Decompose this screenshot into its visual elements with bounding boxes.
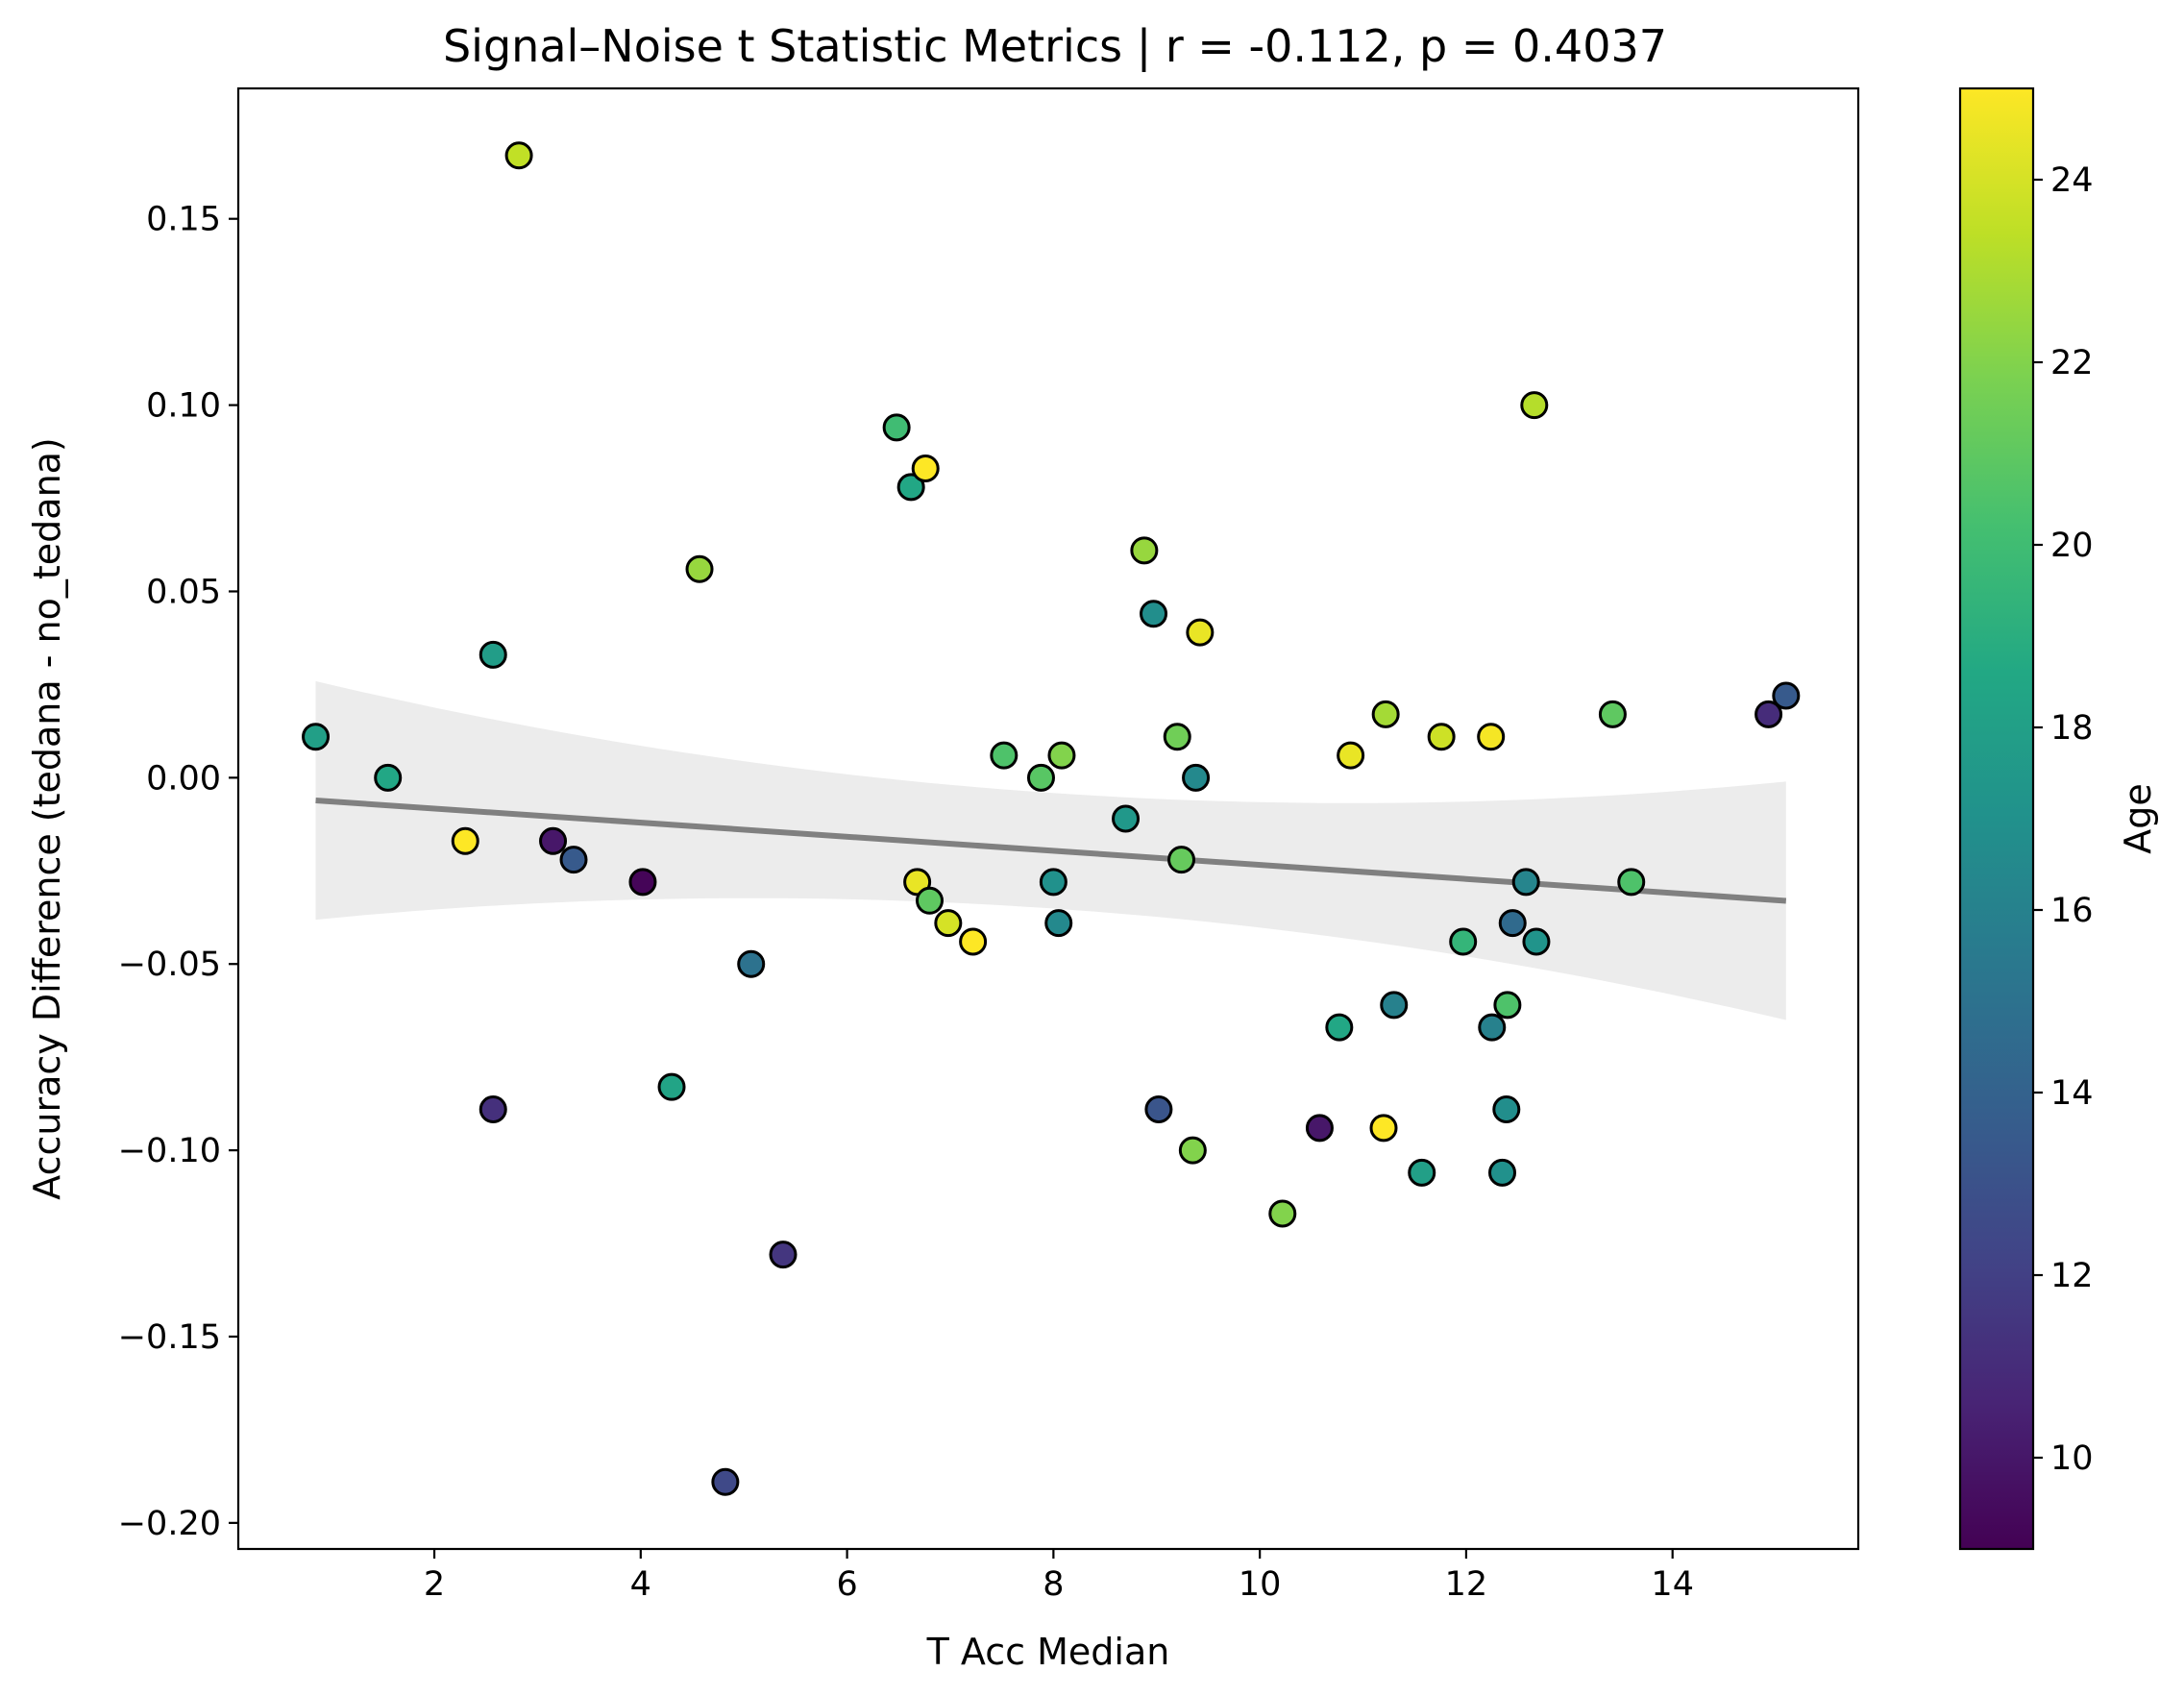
- colorbar-tick-label: 12: [2050, 1257, 2094, 1295]
- data-point: [882, 413, 911, 442]
- data-point: [1520, 391, 1549, 420]
- colorbar-tick-label: 16: [2050, 892, 2094, 930]
- data-point: [1380, 991, 1409, 1020]
- data-point: [1112, 804, 1141, 833]
- data-point: [1026, 763, 1055, 792]
- x-tick-label: 8: [1043, 1565, 1064, 1604]
- chart-title: Signal–Noise t Statistic Metrics | r = -…: [443, 20, 1667, 73]
- data-point: [1478, 1013, 1507, 1042]
- data-point: [559, 846, 588, 874]
- data-point: [1167, 846, 1196, 874]
- colorbar-frame: [1958, 86, 2035, 1551]
- colorbar-tick-label: 22: [2050, 344, 2094, 382]
- data-point: [1522, 927, 1551, 956]
- data-point: [1186, 618, 1215, 647]
- colorbar-ticks: 10 12 14 16 18 20 22 24: [2033, 161, 2094, 1478]
- data-point: [1617, 868, 1646, 897]
- y-tick-label: 0.15: [146, 201, 221, 239]
- data-point: [896, 473, 925, 502]
- data-point: [539, 826, 568, 855]
- data-point: [1182, 763, 1211, 792]
- y-tick-label: −0.05: [118, 946, 221, 984]
- data-point: [479, 640, 507, 669]
- colorbar-tick-label: 14: [2050, 1074, 2094, 1113]
- data-point: [1305, 1114, 1334, 1143]
- data-point: [1449, 927, 1478, 956]
- colorbar-tick-label: 24: [2050, 161, 2094, 200]
- x-axis: 2 4 6 8 10 12 14: [424, 1549, 1694, 1604]
- data-point: [685, 554, 714, 583]
- x-tick-label: 14: [1651, 1565, 1694, 1604]
- data-point: [990, 741, 1018, 770]
- data-point: [1130, 536, 1159, 565]
- data-point: [657, 1072, 686, 1101]
- y-tick-label: −0.10: [118, 1132, 221, 1170]
- data-point: [1598, 700, 1627, 728]
- data-point: [1144, 1094, 1173, 1123]
- data-point: [628, 868, 657, 897]
- data-point: [1044, 909, 1073, 938]
- x-tick-label: 10: [1239, 1565, 1282, 1604]
- colorbar-tick-label: 20: [2050, 527, 2094, 565]
- y-tick-label: −0.20: [118, 1505, 221, 1543]
- data-point: [737, 949, 766, 978]
- colorbar-tick-label: 18: [2050, 709, 2094, 748]
- data-point: [374, 763, 403, 792]
- y-tick-label: 0.05: [146, 573, 221, 611]
- data-point: [959, 927, 988, 956]
- y-tick-label: −0.15: [118, 1318, 221, 1357]
- regression-line: [315, 798, 1787, 904]
- data-point: [1369, 1114, 1398, 1143]
- data-point: [1511, 868, 1540, 897]
- data-point: [1492, 1094, 1521, 1123]
- data-point: [451, 826, 479, 855]
- y-tick-label: 0.00: [146, 759, 221, 798]
- data-point: [1772, 681, 1801, 710]
- colorbar: 10 12 14 16 18 20 22 24 Age: [1958, 86, 2159, 1551]
- data-point: [1047, 741, 1076, 770]
- data-points: [302, 141, 1801, 1496]
- data-point: [1325, 1013, 1354, 1042]
- data-point: [1039, 868, 1067, 897]
- data-point: [479, 1094, 507, 1123]
- data-point: [1371, 700, 1400, 728]
- data-point: [1178, 1136, 1207, 1165]
- colorbar-label: Age: [2117, 783, 2159, 854]
- data-point: [934, 909, 963, 938]
- data-point: [1427, 723, 1456, 751]
- x-axis-label: T Acc Median: [926, 1631, 1170, 1673]
- data-point: [1268, 1199, 1297, 1228]
- plot-frame: [236, 86, 1860, 1551]
- y-axis: −0.20 −0.15 −0.10 −0.05 0.00 0.05 0.10 0.15: [118, 201, 238, 1543]
- x-tick-label: 12: [1445, 1565, 1488, 1604]
- data-point: [911, 455, 940, 483]
- data-point: [1337, 741, 1365, 770]
- y-axis-label: Accuracy Difference (tedana - no_tedana): [26, 437, 68, 1200]
- y-tick-label: 0.10: [146, 387, 221, 426]
- data-point: [1755, 700, 1783, 728]
- plot-area: [236, 86, 1860, 1551]
- data-point: [504, 141, 533, 170]
- data-point: [1498, 909, 1527, 938]
- data-point: [1163, 723, 1191, 751]
- data-point: [1408, 1158, 1436, 1187]
- data-point: [1493, 991, 1522, 1020]
- data-point: [769, 1241, 798, 1269]
- data-point: [302, 723, 331, 751]
- data-point: [1488, 1158, 1517, 1187]
- x-tick-label: 6: [836, 1565, 857, 1604]
- data-point: [711, 1467, 740, 1496]
- colorbar-tick-label: 10: [2050, 1439, 2094, 1478]
- data-point: [916, 886, 945, 915]
- x-tick-label: 4: [630, 1565, 651, 1604]
- colorbar-gradient: [1960, 88, 2033, 1549]
- data-point: [1140, 600, 1168, 628]
- x-tick-label: 2: [424, 1565, 445, 1604]
- data-point: [1477, 723, 1506, 751]
